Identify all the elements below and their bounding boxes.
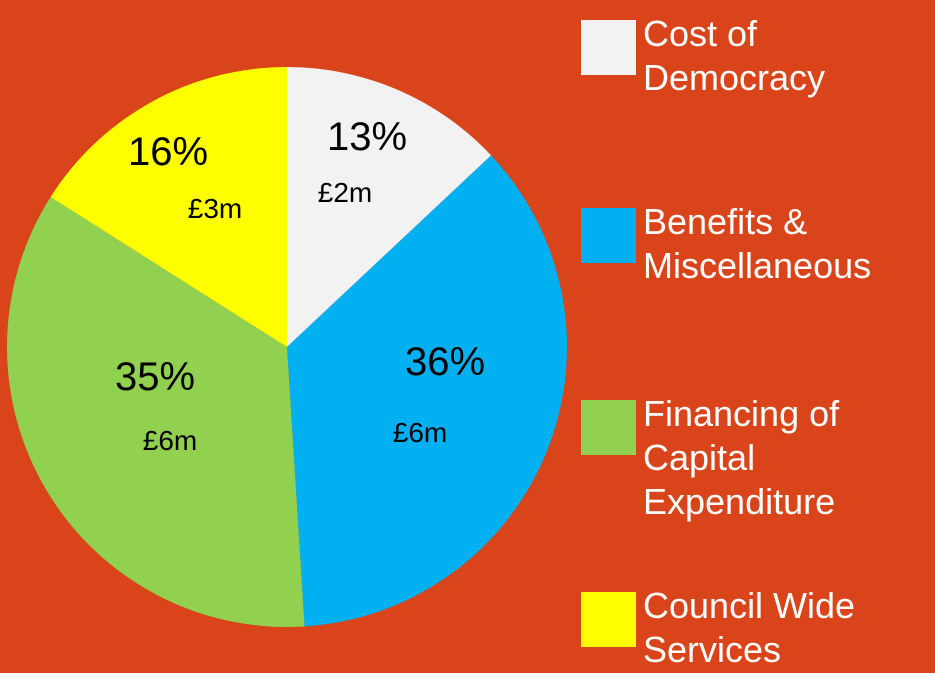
legend-label: Council Wide Services xyxy=(643,585,856,670)
amount-label: £6m xyxy=(143,425,197,456)
amount-label: £3m xyxy=(188,193,242,224)
legend-label: Cost of Democracy xyxy=(643,13,826,98)
pie-slice xyxy=(287,67,492,347)
percent-label: 16% xyxy=(128,130,208,174)
legend-swatch xyxy=(581,592,636,647)
amount-label: £2m xyxy=(318,177,372,208)
legend-swatch xyxy=(581,20,636,75)
legend-label: Benefits & Miscellaneous xyxy=(643,201,872,286)
legend-label: Financing of Capital Expenditure xyxy=(643,393,840,522)
percent-label: 36% xyxy=(405,340,485,384)
legend-swatch xyxy=(581,208,636,263)
amount-label: £6m xyxy=(393,417,447,448)
pie-slice xyxy=(6,196,305,627)
percent-label: 35% xyxy=(115,355,195,399)
pie-slice xyxy=(287,155,567,627)
percent-label: 13% xyxy=(327,115,407,159)
legend-swatch xyxy=(581,400,636,455)
pie-slice xyxy=(50,67,287,347)
